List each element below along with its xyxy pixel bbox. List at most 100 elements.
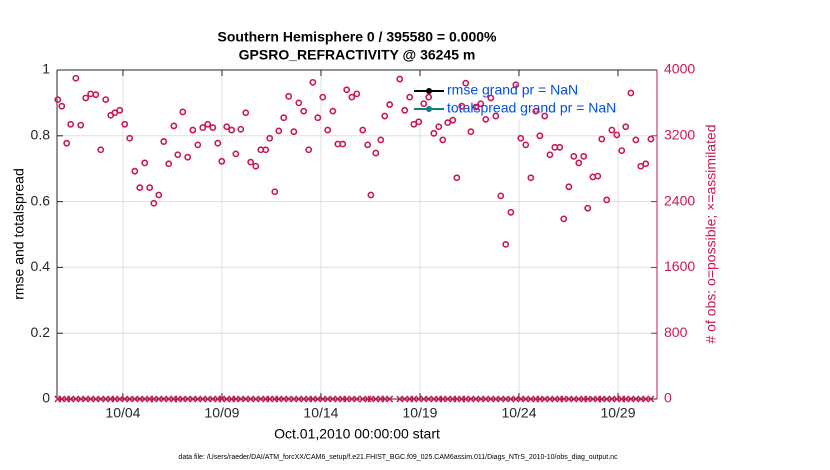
- point: [406, 93, 414, 101]
- y-tick-label: 0.8: [31, 127, 51, 143]
- point: [386, 101, 394, 108]
- point: [507, 208, 515, 216]
- point: [67, 120, 75, 128]
- legend-marker: [426, 106, 432, 112]
- point: [67, 395, 75, 403]
- point: [472, 103, 480, 111]
- point: [314, 114, 322, 122]
- point: [214, 139, 222, 147]
- point: [150, 199, 158, 207]
- point: [324, 395, 332, 403]
- point: [622, 395, 630, 403]
- y2-tick-label: 800: [664, 324, 688, 340]
- point: [458, 102, 466, 110]
- point: [179, 108, 187, 116]
- point: [522, 395, 530, 403]
- point: [497, 192, 505, 200]
- point: [339, 140, 347, 148]
- y-tick-label: 0.2: [31, 324, 51, 340]
- point: [247, 158, 255, 166]
- point: [627, 89, 635, 97]
- y-tick-label: 0: [42, 390, 50, 406]
- point: [271, 188, 279, 196]
- point: [295, 99, 303, 107]
- point: [536, 132, 544, 140]
- point: [275, 127, 283, 135]
- point: [449, 116, 457, 124]
- point: [165, 160, 173, 168]
- y2-tick-label: 4000: [664, 61, 695, 77]
- point: [204, 395, 212, 403]
- point: [584, 395, 592, 403]
- point: [565, 183, 573, 191]
- point: [348, 93, 356, 101]
- point: [58, 102, 66, 110]
- point: [353, 90, 361, 98]
- point: [155, 191, 163, 199]
- point: [199, 124, 207, 131]
- point: [72, 74, 80, 82]
- y2-tick-label: 0: [664, 390, 672, 406]
- point: [141, 159, 149, 167]
- point: [647, 395, 655, 403]
- point: [512, 81, 520, 89]
- point: [116, 106, 124, 114]
- point: [377, 136, 385, 144]
- point: [425, 395, 433, 403]
- point: [532, 107, 540, 115]
- point: [541, 395, 549, 403]
- point: [77, 121, 85, 129]
- point: [285, 92, 293, 100]
- y-tick-label: 1: [42, 61, 50, 77]
- point: [381, 112, 389, 120]
- point: [453, 174, 461, 182]
- x-tick-label: 10/04: [105, 405, 140, 421]
- point: [343, 395, 351, 403]
- point: [386, 395, 394, 403]
- point: [608, 126, 616, 134]
- x-tick-label: 10/19: [402, 405, 437, 421]
- point: [401, 106, 409, 114]
- point: [372, 149, 380, 157]
- point: [522, 141, 530, 149]
- point: [126, 395, 134, 403]
- x-tick-label: 10/09: [204, 405, 239, 421]
- point: [262, 146, 270, 154]
- point: [482, 115, 490, 123]
- point: [492, 112, 500, 120]
- point: [189, 126, 197, 134]
- point: [637, 162, 645, 170]
- point: [136, 184, 144, 192]
- point: [575, 159, 583, 167]
- point: [126, 134, 134, 142]
- point: [223, 123, 231, 131]
- y-tick-label: 0.6: [31, 192, 51, 208]
- point: [444, 395, 452, 403]
- legend-label: totalspread grand pr = NaN: [447, 100, 616, 116]
- point: [613, 131, 621, 139]
- y2-tick-label: 2400: [664, 192, 695, 208]
- x-axis-label: Oct.01,2010 00:00:00 start: [274, 426, 440, 442]
- point: [580, 152, 588, 160]
- point: [184, 395, 192, 403]
- point: [218, 157, 226, 165]
- legend-marker: [426, 88, 432, 94]
- point: [170, 122, 178, 130]
- point: [266, 395, 274, 403]
- point: [584, 204, 592, 212]
- point: [502, 395, 510, 403]
- point: [146, 184, 154, 192]
- chart-subtitle: GPSRO_REFRACTIVITY @ 36245 m: [239, 47, 476, 63]
- point: [309, 78, 317, 86]
- point: [280, 114, 288, 122]
- y2-tick-label: 3200: [664, 127, 695, 143]
- point: [228, 126, 236, 134]
- x-tick-label: 10/29: [600, 405, 635, 421]
- point: [266, 134, 274, 142]
- point: [618, 147, 626, 155]
- point: [87, 395, 95, 403]
- point: [622, 123, 630, 131]
- point: [247, 395, 255, 403]
- legend-label: rmse grand pr = NaN: [447, 82, 578, 98]
- point: [174, 151, 182, 159]
